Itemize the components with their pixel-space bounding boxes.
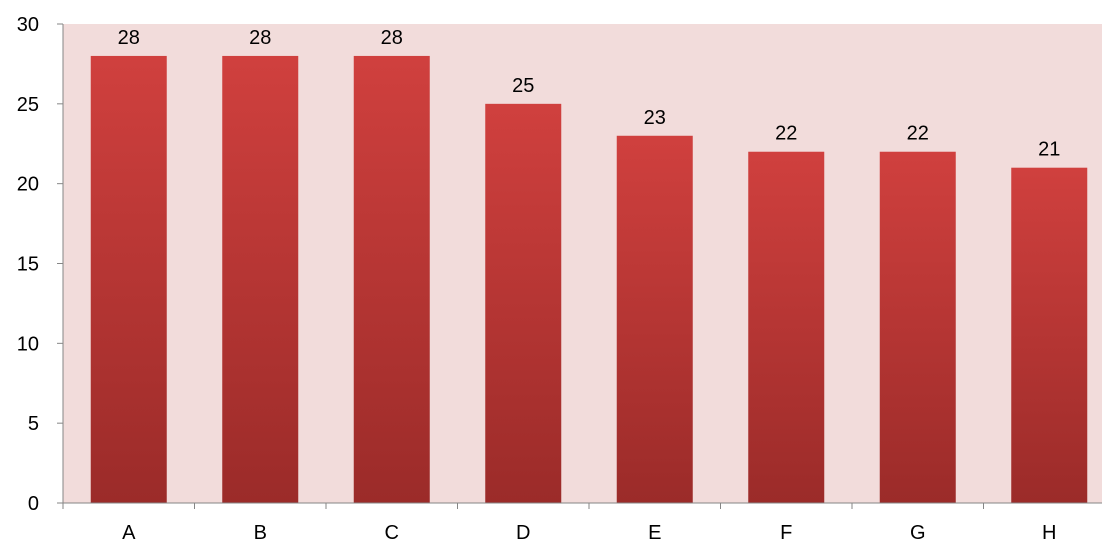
x-axis-ticks: A B C D E F G H (62, 503, 1056, 544)
x-tick-label-H: H (1042, 522, 1056, 544)
bar-F (748, 151, 825, 503)
data-label-C: 28 (381, 27, 403, 49)
bar-D (485, 103, 562, 503)
y-tick-label-10: 10 (17, 333, 39, 355)
y-tick-label-20: 20 (17, 174, 39, 196)
data-label-G: 22 (907, 123, 929, 145)
bar-C (353, 55, 430, 503)
data-label-B: 28 (249, 27, 271, 49)
y-tick-label-15: 15 (17, 254, 39, 276)
x-tick-label-C: C (385, 522, 399, 544)
data-label-A: 28 (118, 27, 140, 49)
y-tick-label-25: 25 (17, 94, 39, 116)
data-label-F: 22 (775, 123, 797, 145)
bar-H (1011, 167, 1088, 503)
y-tick-label-0: 0 (28, 493, 39, 515)
x-tick-label-B: B (254, 522, 267, 544)
data-label-E: 23 (644, 107, 666, 129)
y-axis-ticks: 0 5 10 15 20 25 30 (17, 14, 63, 515)
x-tick-label-D: D (516, 522, 530, 544)
bar-E (616, 135, 693, 503)
data-labels-group: 28 28 28 25 23 22 22 21 (118, 27, 1061, 161)
y-tick-label-30: 30 (17, 14, 39, 36)
x-tick-label-E: E (648, 522, 661, 544)
data-label-H: 21 (1038, 139, 1060, 161)
bars-group (90, 55, 1088, 503)
bar-A (90, 55, 167, 503)
y-tick-label-5: 5 (28, 413, 39, 435)
bar-B (222, 55, 299, 503)
data-label-D: 25 (512, 75, 534, 97)
x-tick-label-F: F (780, 522, 792, 544)
bar-G (879, 151, 956, 503)
x-tick-label-A: A (122, 522, 136, 544)
x-tick-label-G: G (910, 522, 926, 544)
